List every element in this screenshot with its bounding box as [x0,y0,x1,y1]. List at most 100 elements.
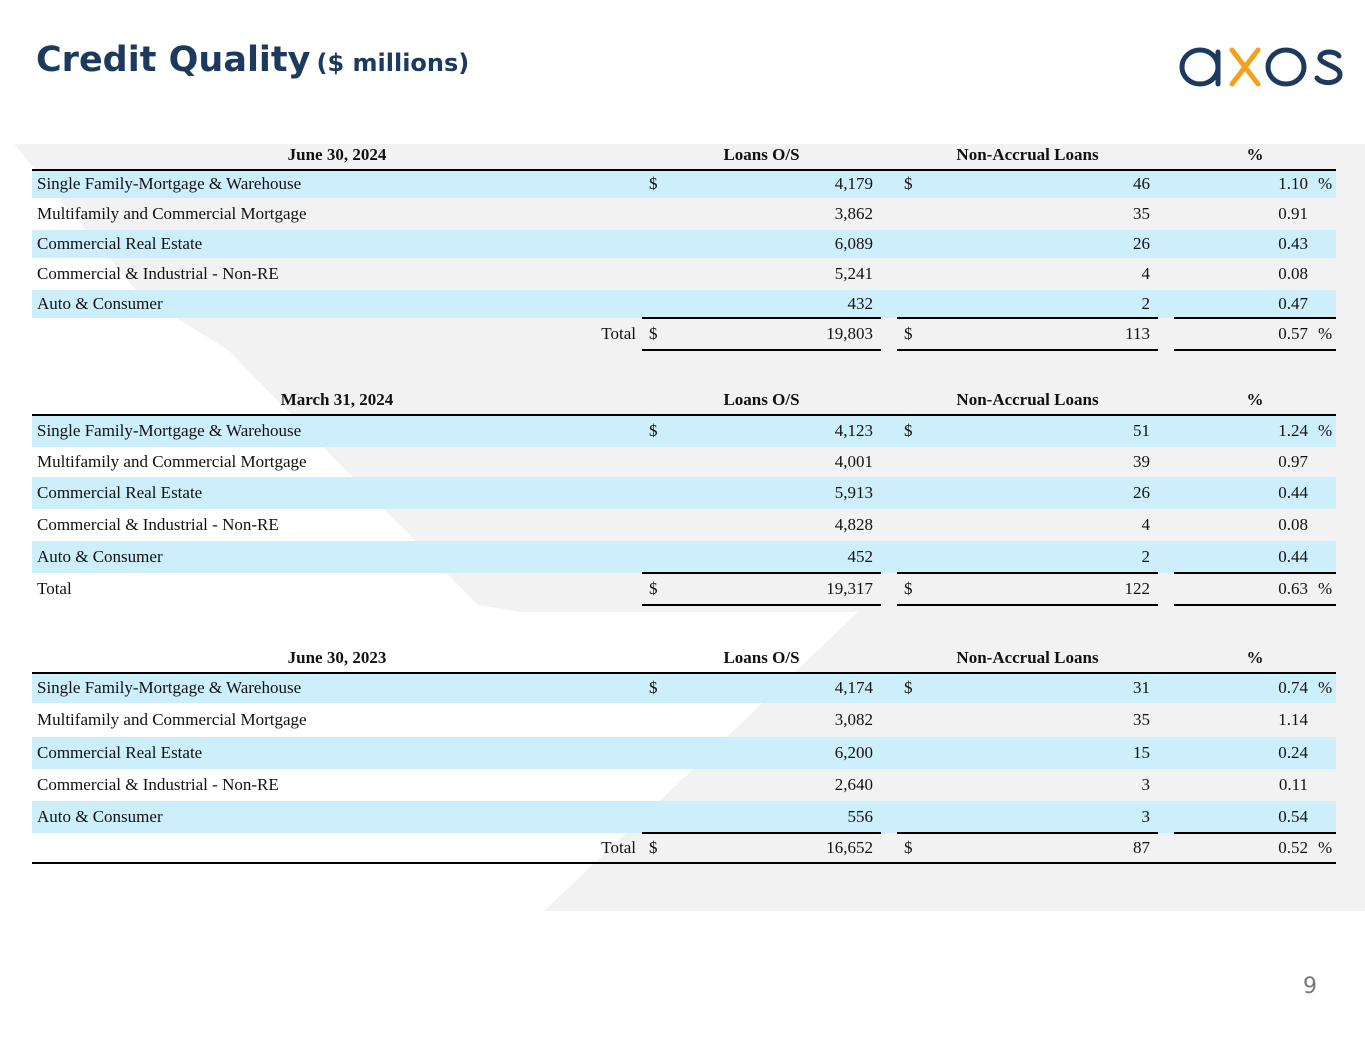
credit-table-march-2024: March 31, 2024 Loans O/S Non-Accrual Loa… [32,385,1336,606]
pct-value: 1.24 [1278,421,1308,440]
pct-header: % [1246,390,1264,409]
table-row: Commercial Real Estate 5,913 26 0.44 [32,477,1336,509]
total-rule [1174,604,1336,606]
pct-value: 0.08 [1278,264,1308,283]
dollar-sign: $ [904,838,913,857]
loans-value: 6,089 [834,234,873,253]
table-header: March 31, 2024 Loans O/S Non-Accrual Loa… [32,385,1336,416]
nonaccrual-header: Non-Accrual Loans [956,145,1099,164]
loans-value: 4,828 [834,515,873,534]
dollar-sign: $ [904,579,913,598]
pct-value: 0.43 [1278,234,1308,253]
total-nonaccrual: 87 [1133,838,1150,857]
pct-sign: % [1318,421,1333,440]
nonaccrual-value: 4 [1141,515,1151,534]
pct-value: 1.10 [1278,174,1308,193]
table-row: Single Family-Mortgage & Warehouse $ 4,1… [32,673,1336,703]
nonaccrual-value: 2 [1141,547,1151,566]
pct-value: 0.11 [1278,775,1308,794]
subtotal-rule [642,572,881,574]
table-row: Auto & Consumer 432 2 0.47 [32,290,1336,318]
total-row: Total $ 19,803 $ 113 0.57 % [32,317,1336,351]
loans-value: 432 [847,294,874,313]
header-rule [32,169,1336,171]
total-label: Total [601,324,636,343]
dollar-sign: $ [904,174,913,193]
table-row: Commercial Real Estate 6,089 26 0.43 [32,230,1336,258]
loans-value: 2,640 [834,775,873,794]
subtotal-rule [897,832,1158,834]
row-label: Commercial & Industrial - Non-RE [37,775,279,794]
total-nonaccrual: 122 [1124,579,1151,598]
pct-value: 0.54 [1278,807,1308,826]
row-label: Commercial Real Estate [37,483,203,502]
total-rule [642,604,881,606]
dollar-sign: $ [904,324,913,343]
dollar-sign: $ [649,678,658,697]
row-label: Single Family-Mortgage & Warehouse [37,421,302,440]
nonaccrual-value: 26 [1133,483,1150,502]
total-loans: 19,317 [826,579,873,598]
loans-value: 556 [847,807,874,826]
period-header: June 30, 2023 [287,648,387,667]
period-header: March 31, 2024 [280,390,394,409]
row-label: Auto & Consumer [37,547,163,566]
total-nonaccrual: 113 [1125,324,1150,343]
page-subtitle: ($ millions) [316,49,470,77]
nonaccrual-value: 39 [1133,452,1150,471]
row-label: Single Family-Mortgage & Warehouse [37,174,302,193]
nonaccrual-value: 35 [1133,710,1150,729]
nonaccrual-value: 2 [1141,294,1151,313]
page-number: 9 [1303,974,1317,999]
table-row: Auto & Consumer 556 3 0.54 [32,801,1336,833]
loans-value: 3,082 [834,710,873,729]
table-row: Single Family-Mortgage & Warehouse $ 4,1… [32,415,1336,447]
loans-value: 5,913 [834,483,873,502]
total-pct: 0.63 [1278,579,1308,598]
table-row: Multifamily and Commercial Mortgage 4,00… [32,447,1336,477]
row-label: Commercial Real Estate [37,234,203,253]
subtotal-rule [642,832,881,834]
table-row: Multifamily and Commercial Mortgage 3,08… [32,703,1336,737]
loans-value: 4,174 [834,678,873,697]
dollar-sign: $ [904,678,913,697]
loans-value: 4,123 [834,421,873,440]
header-rule [32,672,1336,674]
nonaccrual-value: 51 [1133,421,1150,440]
nonaccrual-value: 35 [1133,204,1150,223]
nonaccrual-value: 46 [1133,174,1150,193]
total-row: Total $ 16,652 $ 87 0.52 % [32,832,1336,864]
pct-header: % [1246,145,1264,164]
total-rule [897,604,1158,606]
nonaccrual-header: Non-Accrual Loans [956,390,1099,409]
dollar-sign: $ [904,421,913,440]
table-row: Multifamily and Commercial Mortgage 3,86… [32,198,1336,230]
row-label: Auto & Consumer [37,294,163,313]
row-label: Multifamily and Commercial Mortgage [37,204,307,223]
loans-value: 6,200 [834,743,873,762]
loans-header: Loans O/S [723,390,800,409]
row-label: Multifamily and Commercial Mortgage [37,710,307,729]
pct-value: 1.14 [1278,710,1308,729]
subtotal-rule [1174,572,1336,574]
table-header: June 30, 2023 Loans O/S Non-Accrual Loan… [32,643,1336,674]
loans-value: 5,241 [834,264,873,283]
nonaccrual-value: 26 [1133,234,1150,253]
total-row: Total $ 19,317 $ 122 0.63 % [32,572,1336,606]
table-row: Single Family-Mortgage & Warehouse $ 4,1… [32,170,1336,198]
pct-value: 0.44 [1278,483,1308,502]
loans-header: Loans O/S [723,145,800,164]
pct-sign: % [1318,579,1333,598]
loans-value: 3,862 [834,204,873,223]
loans-header: Loans O/S [723,648,800,667]
credit-table-june-2024: June 30, 2024 Loans O/S Non-Accrual Loan… [32,140,1336,351]
header-rule [32,414,1336,416]
credit-table-june-2023: June 30, 2023 Loans O/S Non-Accrual Loan… [32,643,1336,864]
nonaccrual-header: Non-Accrual Loans [956,648,1099,667]
pct-value: 0.97 [1278,452,1308,471]
table-row: Auto & Consumer 452 2 0.44 [32,541,1336,573]
nonaccrual-value: 4 [1141,264,1151,283]
total-rule [897,349,1158,351]
row-label: Multifamily and Commercial Mortgage [37,452,307,471]
